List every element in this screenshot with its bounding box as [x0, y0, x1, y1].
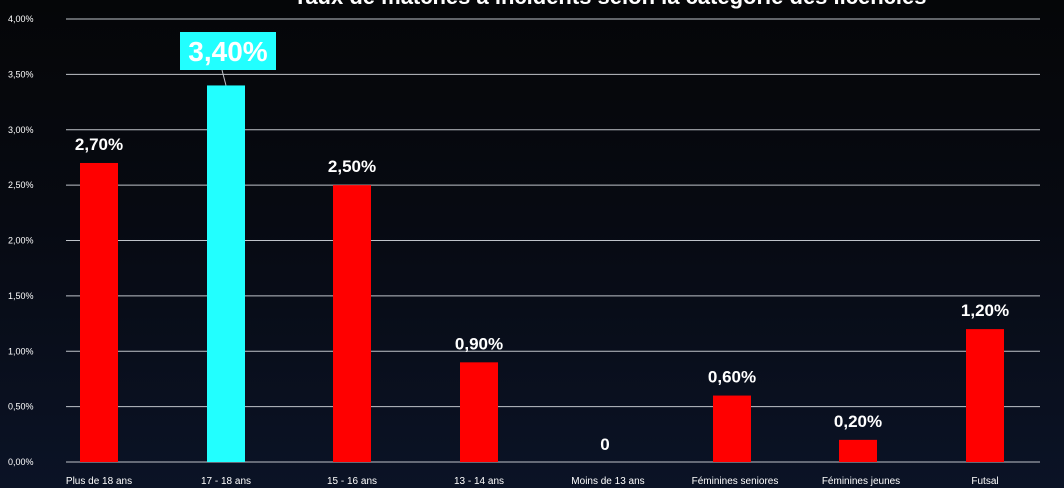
data-label: 0,60% — [708, 368, 756, 387]
x-tick-label: Féminines jeunes — [822, 476, 900, 487]
y-tick-label: 2,00% — [8, 236, 34, 246]
chart-title: Taux de matches à incidents selon la cat… — [180, 0, 1040, 10]
x-tick-label: 17 - 18 ans — [201, 476, 251, 487]
data-label: 0,90% — [455, 334, 503, 353]
y-tick-label: 1,00% — [8, 346, 34, 356]
data-label: 3,40% — [188, 36, 267, 67]
bar — [713, 395, 751, 462]
bar — [460, 362, 498, 462]
data-label: 2,70% — [75, 135, 123, 154]
bar — [966, 329, 1004, 462]
data-label: 0,20% — [834, 412, 882, 431]
x-tick-label: Futsal — [971, 476, 998, 487]
bars — [80, 85, 1004, 462]
x-tick-label: 13 - 14 ans — [454, 476, 504, 487]
y-tick-label: 4,00% — [8, 14, 34, 24]
y-tick-label: 0,00% — [8, 457, 34, 467]
highlight-label-box — [180, 32, 276, 70]
y-tick-label: 3,00% — [8, 125, 34, 135]
data-label: 1,20% — [961, 301, 1009, 320]
callout-leader-line — [221, 69, 227, 86]
data-label: 2,50% — [328, 157, 376, 176]
data-label: 0 — [600, 435, 609, 454]
x-tick-label: 15 - 16 ans — [327, 476, 377, 487]
y-tick-label: 2,50% — [8, 180, 34, 190]
y-tick-label: 0,50% — [8, 402, 34, 412]
y-tick-label: 3,50% — [8, 69, 34, 79]
bar — [839, 439, 877, 462]
y-axis: 0,00% 0,50% 1,00% 1,50% 2,00% 2,50% 3,00% 3,50%… — [8, 14, 34, 467]
x-tick-label: Féminines seniores — [692, 476, 779, 487]
y-tick-label: 1,50% — [8, 291, 34, 301]
x-tick-label: Plus de 18 ans — [66, 476, 132, 487]
data-labels: 2,70% 3,40% 2,50% 0,90% 0 0,60% 0,20% 1,20% — [75, 32, 1009, 454]
bar — [80, 162, 118, 462]
bar — [207, 85, 245, 462]
bar — [333, 185, 371, 462]
x-axis: Plus de 18 ans 17 - 18 ans 15 - 16 ans 13 -… — [66, 476, 999, 487]
x-tick-label: Moins de 13 ans — [571, 476, 644, 487]
